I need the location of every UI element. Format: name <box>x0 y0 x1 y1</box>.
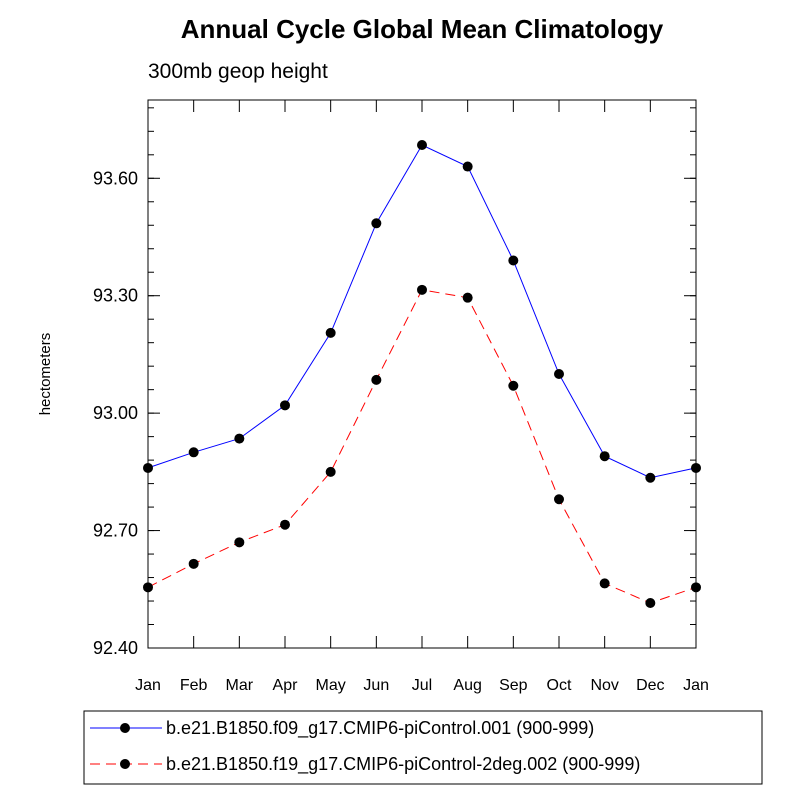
data-point <box>691 462 701 473</box>
legend-marker-series-1 <box>120 723 130 733</box>
data-point <box>554 494 564 505</box>
x-tick-label: Apr <box>273 677 299 694</box>
legend: b.e21.B1850.f09_g17.CMIP6-piControl.001 … <box>83 710 763 785</box>
data-point <box>645 597 656 608</box>
data-point <box>188 558 199 569</box>
data-point <box>371 218 382 229</box>
data-point <box>462 161 473 172</box>
x-tick-label: Mar <box>226 677 254 694</box>
legend-label-series-2: b.e21.B1850.f19_g17.CMIP6-piControl-2deg… <box>166 754 640 775</box>
data-point <box>280 519 290 530</box>
data-point <box>325 327 336 338</box>
x-tick-label: Oct <box>547 677 572 694</box>
data-point <box>417 284 427 295</box>
y-axis-label: hectometers <box>37 333 54 416</box>
x-tick-label: Nov <box>590 677 618 694</box>
x-axis: Jan Feb Mar Apr May Jun Jul Aug Sep Oct Nov Dec Jan <box>135 100 709 694</box>
y-axis: 92.40 92.70 93.00 93.30 93.60 <box>93 107 696 658</box>
series-2 <box>143 284 701 608</box>
data-point <box>645 472 656 483</box>
data-point <box>599 451 610 462</box>
data-point <box>325 466 336 477</box>
data-point <box>280 400 290 411</box>
legend-box <box>83 710 763 785</box>
x-tick-label: Jan <box>683 677 709 694</box>
x-tick-label: Jan <box>135 677 161 694</box>
data-point <box>417 140 427 151</box>
x-tick-label: Jul <box>412 677 432 694</box>
data-point <box>234 537 245 548</box>
y-tick-label: 92.70 <box>93 521 138 541</box>
series-1 <box>143 140 701 483</box>
data-point <box>371 374 382 385</box>
data-point <box>554 369 564 379</box>
x-tick-label: Aug <box>453 677 481 694</box>
chart-subtitle: 300mb geop height <box>148 60 328 83</box>
y-tick-label: 93.30 <box>93 286 138 306</box>
series-line-2 <box>147 289 697 604</box>
chart-title: Annual Cycle Global Mean Climatology <box>181 14 664 44</box>
data-point <box>508 255 519 266</box>
legend-marker-series-2 <box>120 759 130 769</box>
y-tick-label: 93.60 <box>93 168 138 188</box>
x-tick-label: May <box>316 677 346 694</box>
series-layer <box>143 140 701 608</box>
x-tick-label: Sep <box>499 677 528 694</box>
y-tick-label: 93.00 <box>93 403 138 423</box>
plot-border <box>147 99 697 649</box>
data-point <box>143 582 153 593</box>
data-point <box>508 380 519 391</box>
data-point <box>462 292 473 303</box>
data-point <box>691 582 701 593</box>
x-tick-label: Dec <box>636 677 664 694</box>
plot-area <box>147 99 697 649</box>
y-tick-label: 92.40 <box>93 638 138 658</box>
legend-label-series-1: b.e21.B1850.f09_g17.CMIP6-piControl.001 … <box>166 718 594 739</box>
data-point <box>599 578 610 589</box>
x-tick-label: Jun <box>363 677 389 694</box>
data-point <box>234 433 245 444</box>
x-tick-label: Feb <box>180 677 208 694</box>
data-point <box>188 447 199 458</box>
series-line-1 <box>147 144 697 479</box>
data-point <box>143 462 153 473</box>
